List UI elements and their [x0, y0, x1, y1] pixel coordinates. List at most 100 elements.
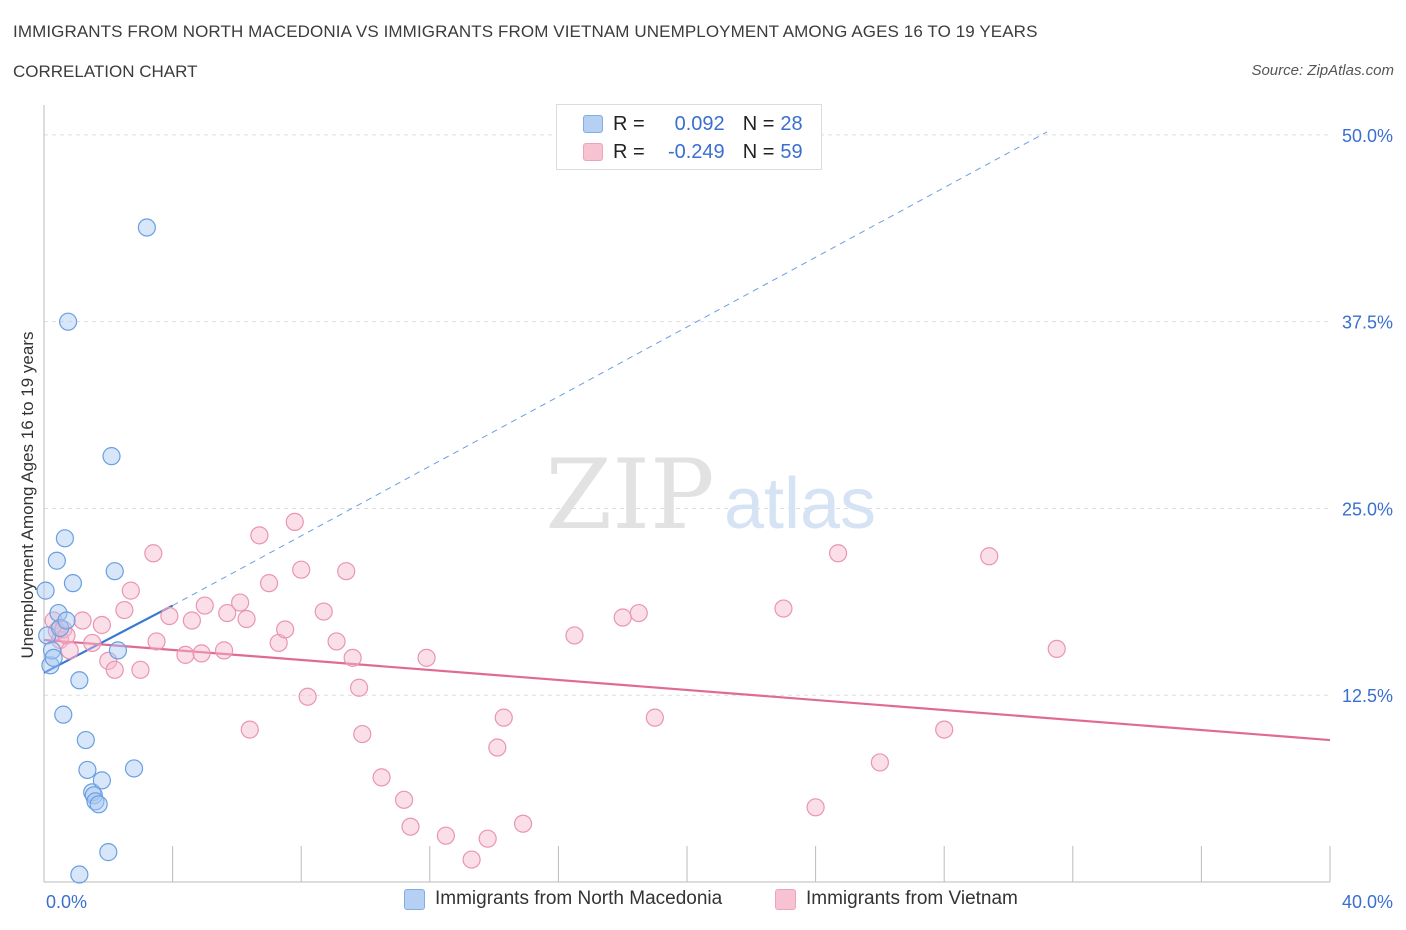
legend-r-label: R = — [613, 112, 645, 135]
vietnam-point — [57, 626, 76, 645]
legend-row-north-macedonia: R = 0.092 N = 28 — [583, 111, 803, 137]
vietnam-point — [829, 544, 848, 563]
north-macedonia-point — [42, 641, 62, 660]
north-macedonia-point — [89, 795, 108, 814]
legend-swatch-pink — [583, 143, 603, 161]
legend-r-value: -0.249 — [667, 140, 725, 163]
vietnam-point — [337, 562, 356, 581]
vietnam-point — [870, 753, 890, 772]
north-macedonia-point — [55, 529, 74, 548]
vietnam-point — [1047, 639, 1066, 659]
vietnam-point — [240, 720, 259, 739]
vietnam-point — [417, 648, 436, 667]
legend-r-label: R = — [613, 140, 645, 163]
vietnam-point — [83, 633, 102, 653]
series-legend-north-macedonia: Immigrants from North Macedonia — [404, 888, 722, 910]
north-macedonia-point — [57, 611, 76, 630]
trendline-north-macedonia-extension — [172, 131, 1048, 607]
vietnam-point — [298, 687, 317, 706]
north-macedonia-point — [92, 771, 111, 790]
grid-layer — [44, 134, 1330, 696]
north-macedonia-point — [84, 786, 103, 805]
vietnam-point — [73, 611, 92, 630]
vietnam-point — [195, 596, 214, 615]
vietnam-point — [105, 660, 124, 679]
vietnam-point — [565, 626, 584, 645]
vietnam-point — [806, 798, 825, 817]
north-macedonia-point — [102, 447, 121, 466]
vietnam-point — [218, 603, 237, 623]
vietnam-point — [131, 660, 150, 679]
y-tick-label: 50.0% — [1342, 126, 1393, 146]
vietnam-point — [935, 720, 954, 739]
vietnam-point — [231, 593, 250, 612]
y-axis-label: Unemployment Among Ages 16 to 19 years — [18, 331, 37, 659]
points-layer — [36, 218, 1066, 884]
vietnam-point — [285, 512, 304, 531]
legend-r-value: 0.092 — [674, 112, 725, 135]
series-legend-vietnam: Immigrants from Vietnam — [775, 888, 1018, 910]
vietnam-point — [160, 606, 179, 626]
north-macedonia-point — [76, 730, 95, 750]
vietnam-point — [394, 790, 414, 809]
chart-title: IMMIGRANTS FROM NORTH MACEDONIA VS IMMIG… — [13, 22, 1038, 41]
legend-n-label: N = — [742, 140, 775, 163]
vietnam-point — [214, 641, 234, 660]
vietnam-point — [314, 602, 333, 621]
vietnam-point — [774, 599, 793, 618]
zipatlas-watermark: ZIP atlas — [545, 439, 876, 551]
vietnam-point — [176, 645, 195, 664]
north-macedonia-point — [124, 759, 144, 778]
vietnam-point — [372, 768, 391, 787]
north-macedonia-point — [47, 551, 66, 570]
vietnam-point — [353, 724, 372, 744]
vietnam-point — [462, 850, 481, 869]
vietnam-point — [349, 678, 369, 697]
north-macedonia-point — [70, 865, 89, 884]
vietnam-point — [645, 708, 664, 727]
north-macedonia-point — [70, 671, 89, 690]
legend-row-vietnam: R = -0.249 N = 59 — [583, 139, 803, 165]
north-macedonia-point — [137, 218, 156, 237]
vietnam-point — [115, 600, 134, 620]
chart-subtitle: CORRELATION CHART — [13, 62, 198, 81]
legend-n-value: 59 — [780, 140, 803, 163]
legend-n-label: N = — [742, 112, 775, 135]
vietnam-point — [192, 644, 211, 663]
legend-swatch-blue — [583, 115, 603, 133]
stats-legend: R = 0.092 N = 28 R = -0.249 N = 59 — [556, 104, 822, 170]
north-macedonia-point — [44, 648, 63, 667]
source-credit: Source: ZipAtlas.com — [1251, 62, 1394, 79]
series-swatch-blue — [404, 888, 425, 910]
x-tick-label-max: 40.0% — [1342, 892, 1393, 912]
vietnam-point — [494, 708, 513, 727]
legend-n-value: 28 — [780, 112, 803, 135]
vietnam-point — [144, 544, 163, 563]
north-macedonia-point — [54, 705, 73, 724]
north-macedonia-point — [59, 312, 78, 331]
series-swatch-pink — [775, 888, 796, 910]
vietnam-point — [147, 632, 166, 651]
vietnam-point — [259, 574, 279, 593]
watermark-zip: ZIP — [545, 439, 714, 551]
vietnam-point — [60, 641, 79, 660]
vietnam-point — [292, 560, 311, 579]
vietnam-point — [478, 829, 497, 848]
vietnam-point — [276, 620, 295, 639]
watermark-atlas: atlas — [724, 464, 876, 544]
north-macedonia-point — [105, 562, 124, 581]
x-tick-label-min: 0.0% — [46, 892, 87, 912]
axis-layer: 12.5% 25.0% 37.5% 50.0% 0.0% 40.0% — [43, 105, 1393, 912]
north-macedonia-point — [86, 792, 105, 811]
north-macedonia-point — [78, 760, 97, 780]
trendline-north-macedonia — [43, 604, 174, 674]
vietnam-point — [237, 609, 256, 629]
y-tick-label: 12.5% — [1342, 686, 1393, 706]
vietnam-point — [513, 814, 533, 833]
y-tick-label: 37.5% — [1342, 313, 1393, 333]
y-tick-label: 25.0% — [1342, 499, 1393, 519]
vietnam-point — [613, 608, 632, 627]
vietnam-point — [343, 648, 362, 667]
series-label: Immigrants from Vietnam — [806, 888, 1018, 909]
vietnam-point — [92, 615, 111, 635]
